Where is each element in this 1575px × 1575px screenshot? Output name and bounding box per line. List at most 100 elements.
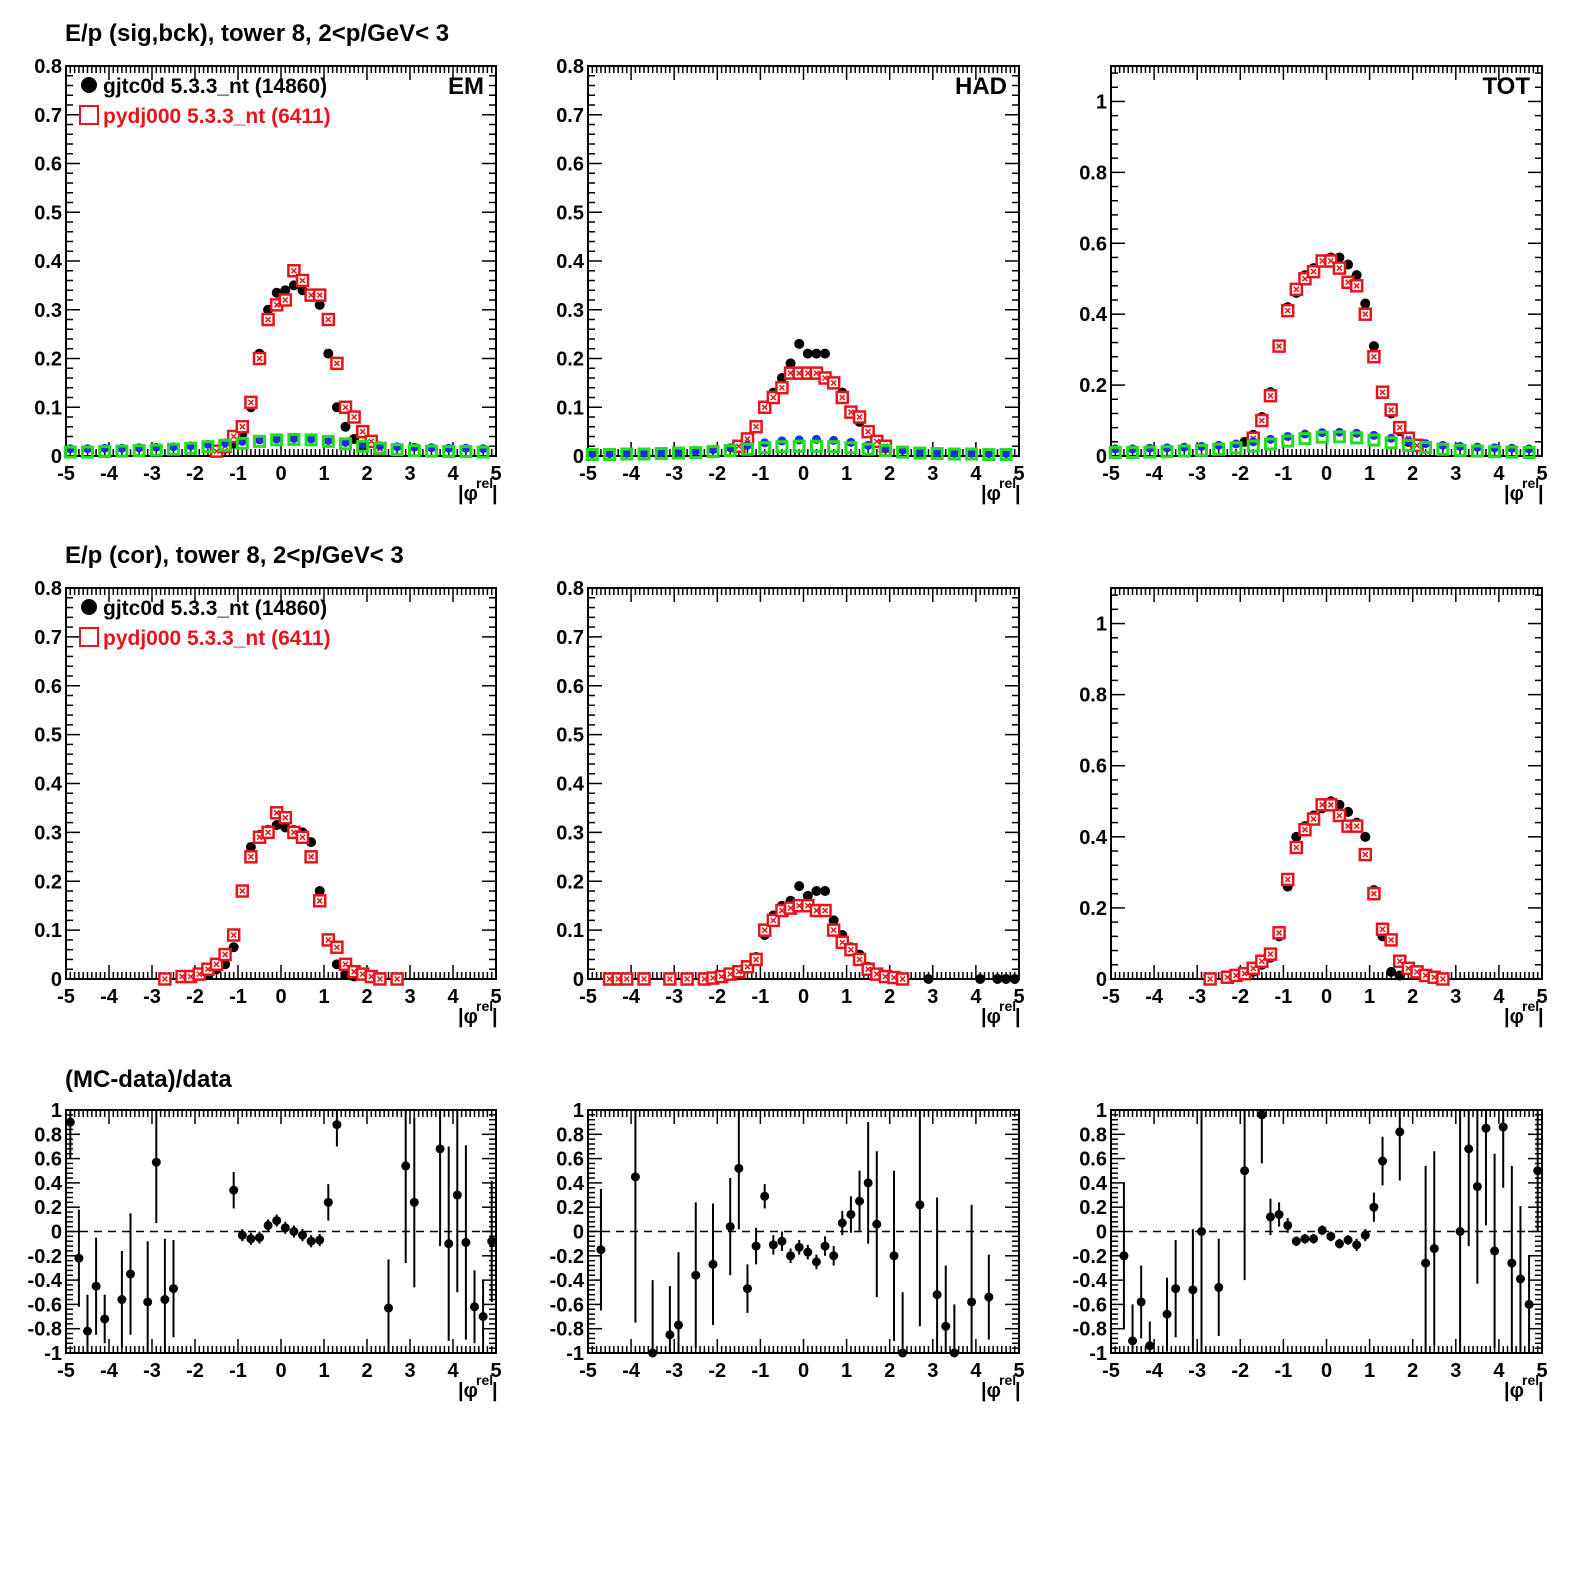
ratio-point (255, 1233, 264, 1243)
bck-mc-point (339, 437, 352, 451)
x-tick-label: 2 (884, 463, 895, 485)
data-point (785, 358, 796, 369)
x-axis-label-sup: rel (476, 998, 493, 1014)
x-tick-label: 2 (361, 1360, 372, 1382)
mc-point-cross (308, 292, 315, 299)
mc-point-cross (1232, 972, 1240, 979)
mc-point-cross (1258, 417, 1265, 424)
ratio-point (708, 1259, 718, 1269)
bck-data-point (289, 433, 299, 443)
y-tick-label: 0.3 (556, 300, 584, 322)
x-axis-label: |φ (1504, 483, 1524, 505)
y-tick-label: 0.6 (556, 154, 584, 176)
ratio-point (74, 1253, 84, 1263)
y-tick-label: 0.4 (1079, 304, 1108, 326)
x-tick-label: 1 (841, 986, 852, 1008)
ratio-point (1343, 1235, 1353, 1245)
ratio-point (596, 1245, 606, 1255)
x-axis-label-end: | (1538, 1006, 1544, 1028)
x-tick-label: -2 (1231, 463, 1249, 485)
y-tick-label: -0.2 (1073, 1246, 1107, 1268)
bck-mc-point (637, 447, 651, 461)
legend-data-label: gjtc0d 5.3.3_nt (14860) (103, 597, 327, 620)
x-axis-label-end: | (1538, 483, 1544, 505)
mc-point-cross (1276, 929, 1283, 936)
ratio-point (1507, 1258, 1517, 1268)
bck-mc-point (827, 440, 841, 454)
x-axis-label-sup: rel (476, 1372, 493, 1388)
bck-mc-point (1212, 442, 1226, 456)
x-axis-label-end: | (492, 483, 498, 505)
panel-3-tot: -5 -4 -3 -2 -1 0 1 2 3 4 5|φrel|-1-0.8-0.6-0.4-0.2… (1073, 1100, 1548, 1402)
bck-mc-point (603, 448, 617, 462)
mc-point-cross (239, 423, 246, 430)
bck-data-point (100, 443, 110, 453)
y-tick-label: 0.6 (1079, 1149, 1107, 1171)
bck-mc-point (1367, 433, 1381, 447)
mc-point-cross (873, 971, 880, 978)
bck-mc-point (1332, 430, 1346, 444)
title-row3: (MC-data)/data (65, 1066, 232, 1093)
ratio-point (444, 1239, 454, 1249)
plot-frame (587, 65, 1020, 457)
y-tick-label: 0.2 (556, 349, 584, 371)
y-tick-label: -1 (44, 1343, 62, 1365)
mc-point-cross (282, 296, 289, 304)
y-tick-label: 0.2 (556, 1197, 584, 1219)
mc-point-cross (1379, 926, 1386, 933)
bck-mc-point (1384, 436, 1398, 450)
mc-point-cross (204, 966, 211, 973)
mc-point-cross (822, 907, 829, 914)
x-axis-label: |φ (981, 483, 1001, 505)
mc-point-cross (744, 963, 751, 970)
x-tick-label: -3 (143, 463, 161, 485)
x-tick-label: -1 (752, 463, 770, 485)
x-tick-label: -2 (1231, 1360, 1249, 1382)
x-tick-label: -1 (752, 1360, 770, 1382)
ratio-point (630, 1172, 640, 1182)
x-tick-label: 5 (490, 463, 501, 485)
x-tick-label: 2 (361, 463, 372, 485)
mc-point-cross (804, 370, 811, 377)
mc-point-cross (342, 404, 349, 411)
bck-mc-point (999, 448, 1013, 462)
x-tick-label: -2 (186, 463, 204, 485)
y-tick-label: 0 (573, 446, 584, 468)
x-tick-label: -3 (1188, 986, 1206, 1008)
mc-point-cross (1267, 392, 1274, 399)
y-tick-label: 1 (573, 1100, 584, 1122)
mc-point-cross (1362, 851, 1369, 858)
mc-point-cross (796, 902, 803, 909)
bck-mc-point (63, 445, 77, 459)
mc-point-cross (256, 834, 263, 841)
ratio-point (949, 1348, 959, 1358)
mc-point-cross (325, 936, 332, 943)
ratio-point (1309, 1234, 1319, 1244)
ratio-point (323, 1197, 333, 1207)
mc-point-cross (1310, 816, 1317, 823)
ratio-point (1455, 1227, 1465, 1236)
mc-point-cross (865, 428, 872, 435)
x-tick-label: -4 (1145, 1360, 1164, 1382)
mc-point-cross (196, 971, 203, 978)
x-tick-label: -3 (1188, 1360, 1206, 1382)
bck-data-point (65, 444, 75, 454)
x-tick-label: -3 (665, 986, 683, 1008)
mc-point-cross (1422, 972, 1429, 979)
bck-mc-point (304, 433, 318, 447)
bck-mc-point (1488, 445, 1502, 459)
x-tick-label: -1 (229, 463, 247, 485)
ratio-point (1429, 1244, 1439, 1254)
bck-mc-point (913, 446, 927, 460)
x-tick-label: -3 (143, 986, 161, 1008)
mc-point-cross (1388, 406, 1395, 413)
bck-mc-point (1195, 443, 1209, 457)
legend-mc-marker (79, 105, 99, 125)
ratio-point (487, 1236, 497, 1246)
bck-mc-point (792, 439, 806, 453)
mc-point-cross (1353, 823, 1360, 830)
bck-mc-point (585, 448, 599, 462)
x-tick-label: -3 (1188, 463, 1206, 485)
mc-point-cross (615, 975, 622, 983)
